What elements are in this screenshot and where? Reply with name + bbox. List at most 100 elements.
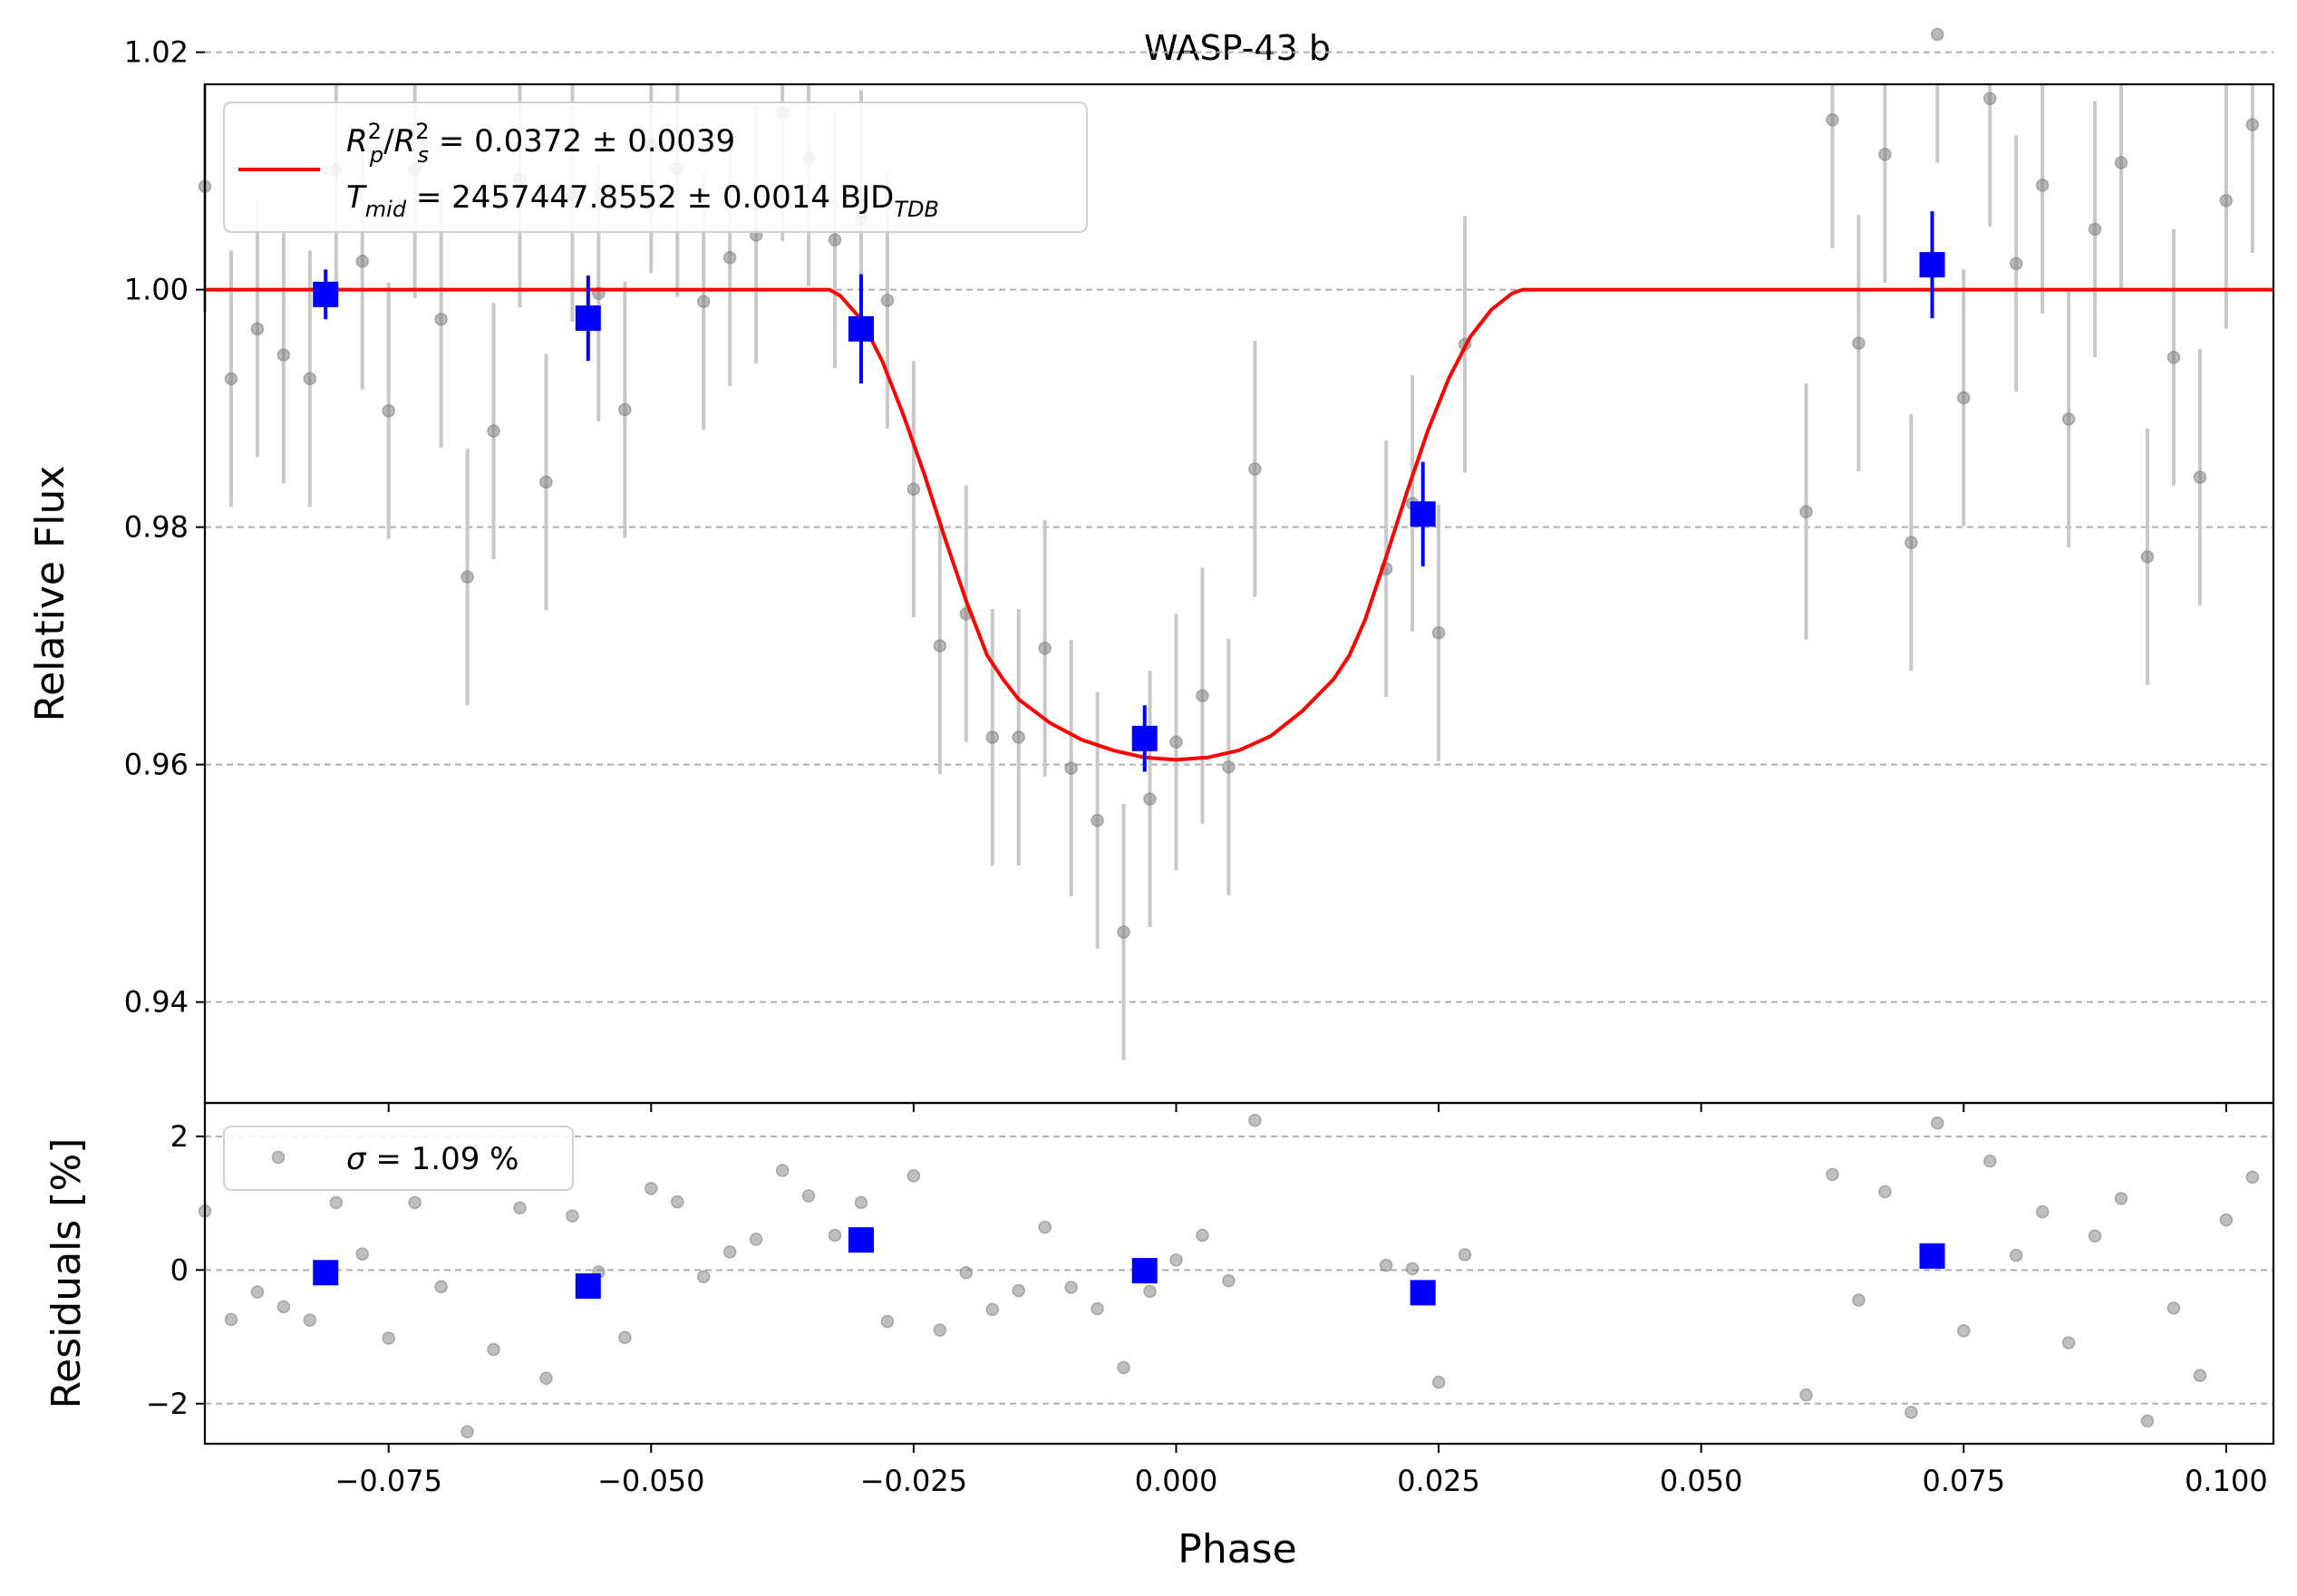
residual-point <box>1878 1185 1892 1199</box>
top-y-tick-label: 0.98 <box>124 510 189 545</box>
raw-point <box>1222 760 1236 774</box>
raw-point <box>1143 792 1157 806</box>
residual-point <box>985 1302 1000 1317</box>
raw-point <box>618 402 632 417</box>
raw-point <box>2009 256 2023 271</box>
residual-point <box>1826 1167 1839 1182</box>
raw-point <box>224 372 238 386</box>
residual-point <box>1038 1220 1052 1234</box>
residual-point <box>1012 1283 1025 1298</box>
residual-point <box>2166 1301 2181 1315</box>
residual-point <box>329 1195 344 1210</box>
residual-point <box>539 1371 553 1385</box>
residual-point <box>2114 1192 2128 1205</box>
binned-residual-point <box>313 1260 339 1286</box>
raw-point <box>1431 625 1446 640</box>
raw-point <box>355 254 370 268</box>
binned-point <box>1919 252 1945 278</box>
residual-point <box>2061 1336 2076 1349</box>
raw-point <box>1799 505 1813 518</box>
raw-point <box>2193 470 2207 484</box>
raw-point <box>276 348 291 362</box>
bottom-axes-frame <box>203 1101 2275 1446</box>
bottom-gridlines <box>205 1135 2273 1405</box>
raw-point <box>460 570 474 584</box>
legend-tmid-text: Tmid = 2457447.8552 ± 0.0014 BJDTDB <box>346 179 939 222</box>
residual-point <box>933 1323 947 1337</box>
residual-point <box>801 1189 816 1203</box>
residual-point <box>566 1209 579 1223</box>
residual-point <box>2009 1248 2023 1262</box>
legend-residual-swatch <box>271 1150 286 1165</box>
raw-point <box>2114 156 2128 169</box>
top-y-tick-label: 0.94 <box>124 985 189 1020</box>
bottom-x-tick-label: 0.025 <box>1397 1464 1480 1498</box>
y-axis-label-top: Relative Flux <box>27 466 73 722</box>
residual-point <box>1117 1360 1130 1375</box>
residual-point <box>1248 1113 1262 1127</box>
residual-point <box>1196 1228 1209 1243</box>
raw-point <box>906 482 921 496</box>
raw-point <box>1038 642 1052 655</box>
bottom-x-tick-label: −0.025 <box>860 1464 967 1498</box>
raw-point <box>880 294 895 307</box>
raw-point <box>1982 92 1997 105</box>
binned-residual-point <box>575 1273 601 1300</box>
raw-point <box>250 322 265 336</box>
bottom-raw-points <box>198 1113 2260 1438</box>
residual-point <box>408 1195 422 1210</box>
binned-residual-point <box>1410 1280 1436 1306</box>
residual-point <box>2193 1369 2207 1383</box>
residual-point <box>1799 1388 1813 1402</box>
residual-point <box>434 1280 448 1293</box>
bottom-legend: σ = 1.09 % <box>223 1126 574 1191</box>
residual-point <box>276 1300 291 1314</box>
binned-point <box>575 305 601 332</box>
top-legend: R2 p/R2 s = 0.0372 ± 0.0039 Tmid = 2457447… <box>223 102 1088 233</box>
residual-point <box>382 1331 395 1345</box>
residual-point <box>487 1342 500 1357</box>
raw-point <box>2061 412 2076 426</box>
bottom-binned-points <box>313 1227 1945 1306</box>
top-panel: 0.94 0.96 0.98 1.00 1.02 R2 p/R2 s = 0.0372 ± … <box>124 27 2275 1112</box>
residual-point <box>645 1182 658 1195</box>
residual-point <box>1405 1262 1420 1276</box>
raw-point <box>487 424 500 438</box>
raw-point <box>2140 550 2155 564</box>
bottom-y-tick-label: 0 <box>170 1253 189 1287</box>
residual-point <box>2088 1229 2102 1243</box>
raw-point <box>1904 536 1918 549</box>
residual-point <box>303 1313 317 1327</box>
binned-residual-point <box>1131 1258 1158 1284</box>
legend-rp-rs-text: R2 p/R2 s = 0.0372 ± 0.0039 <box>346 119 735 168</box>
raw-point <box>303 372 317 386</box>
raw-point <box>2166 351 2181 364</box>
chart-title: WASP-43 b <box>1144 28 1331 68</box>
top-y-tick-label: 1.02 <box>124 35 189 70</box>
residual-point <box>1852 1293 1866 1307</box>
top-y-tick-label: 0.96 <box>124 748 189 782</box>
bottom-x-tick-label: 0.075 <box>1922 1464 2005 1498</box>
residual-point <box>250 1285 265 1299</box>
raw-point <box>1196 689 1209 702</box>
residual-point <box>2140 1414 2155 1428</box>
raw-point <box>1117 925 1130 939</box>
top-y-tick-label: 1.00 <box>124 273 189 307</box>
top-binned-points <box>313 211 1945 772</box>
binned-residual-point <box>848 1227 874 1253</box>
raw-point <box>434 313 448 326</box>
raw-point <box>1852 336 1866 350</box>
bottom-y-tick-label: 2 <box>170 1119 189 1154</box>
binned-point <box>1131 725 1158 751</box>
raw-point <box>1012 730 1025 744</box>
residual-point <box>460 1425 474 1438</box>
transit-model-line <box>205 287 2273 762</box>
raw-point <box>2245 118 2260 131</box>
residual-point <box>775 1164 790 1177</box>
residual-point <box>1904 1406 1918 1419</box>
binned-residual-point <box>1919 1243 1945 1269</box>
bottom-x-tick-label: −0.075 <box>335 1464 442 1498</box>
residual-point <box>2245 1170 2260 1185</box>
raw-point <box>382 404 395 418</box>
